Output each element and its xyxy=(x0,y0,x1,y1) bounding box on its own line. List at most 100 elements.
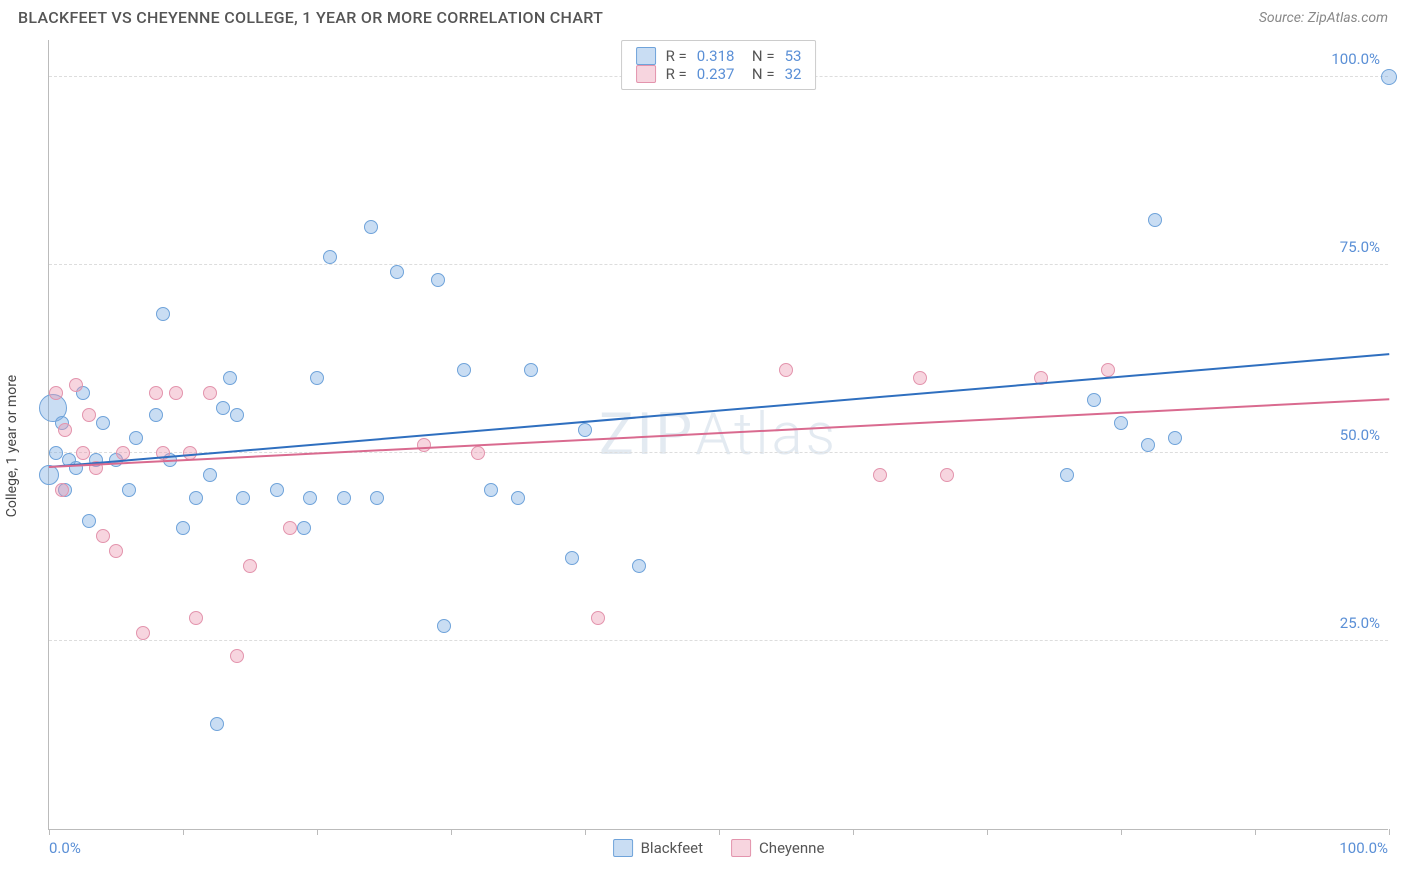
data-point xyxy=(210,717,224,731)
legend-row: R = 0.237 N = 32 xyxy=(636,65,802,83)
chart-title: BLACKFEET VS CHEYENNE COLLEGE, 1 YEAR OR… xyxy=(18,8,603,27)
data-point xyxy=(55,483,69,497)
gridline xyxy=(49,452,1388,453)
x-tick xyxy=(317,829,318,835)
data-point xyxy=(310,371,324,385)
legend-swatch xyxy=(636,65,656,83)
data-point xyxy=(96,529,110,543)
legend-item: Blackfeet xyxy=(613,839,703,857)
legend-swatch xyxy=(731,839,751,857)
data-point xyxy=(437,619,451,633)
gridline xyxy=(49,640,1388,641)
data-point xyxy=(779,363,793,377)
data-point xyxy=(1148,213,1162,227)
x-tick xyxy=(49,829,50,835)
data-point xyxy=(1101,363,1115,377)
data-point xyxy=(1168,431,1182,445)
data-point xyxy=(76,446,90,460)
data-point xyxy=(116,446,130,460)
data-point xyxy=(632,559,646,573)
legend-row: R = 0.318 N = 53 xyxy=(636,47,802,65)
data-point xyxy=(484,483,498,497)
legend-r-label: R = xyxy=(666,47,687,65)
data-point xyxy=(49,386,63,400)
data-point xyxy=(82,408,96,422)
data-point xyxy=(69,378,83,392)
data-point xyxy=(129,431,143,445)
data-point xyxy=(109,544,123,558)
data-point xyxy=(1114,416,1128,430)
data-point xyxy=(82,514,96,528)
y-tick-label: 75.0% xyxy=(1340,238,1380,256)
data-point xyxy=(169,386,183,400)
data-point xyxy=(390,265,404,279)
data-point xyxy=(913,371,927,385)
data-point xyxy=(243,559,257,573)
data-point xyxy=(873,468,887,482)
data-point xyxy=(323,250,337,264)
data-point xyxy=(122,483,136,497)
data-point xyxy=(1381,69,1397,85)
data-point xyxy=(270,483,284,497)
data-point xyxy=(511,491,525,505)
legend-n-value: 53 xyxy=(785,47,802,65)
data-point xyxy=(565,551,579,565)
data-point xyxy=(940,468,954,482)
data-point xyxy=(230,649,244,663)
data-point xyxy=(578,423,592,437)
data-point xyxy=(230,408,244,422)
data-point xyxy=(49,446,63,460)
x-tick xyxy=(585,829,586,835)
data-point xyxy=(39,465,59,485)
data-point xyxy=(297,521,311,535)
x-tick xyxy=(1255,829,1256,835)
data-point xyxy=(591,611,605,625)
y-axis-label: College, 1 year or more xyxy=(4,375,20,517)
data-point xyxy=(58,423,72,437)
data-point xyxy=(457,363,471,377)
series-legend: Blackfeet Cheyenne xyxy=(613,839,825,857)
legend-label: Blackfeet xyxy=(641,839,703,857)
x-tick xyxy=(183,829,184,835)
data-point xyxy=(189,611,203,625)
data-point xyxy=(203,468,217,482)
data-point xyxy=(236,491,250,505)
data-point xyxy=(283,521,297,535)
data-point xyxy=(189,491,203,505)
x-max-label: 100.0% xyxy=(1339,839,1388,857)
data-point xyxy=(203,386,217,400)
y-tick-label: 100.0% xyxy=(1331,50,1380,68)
data-point xyxy=(471,446,485,460)
data-point xyxy=(136,626,150,640)
legend-swatch xyxy=(613,839,633,857)
data-point xyxy=(1141,438,1155,452)
data-point xyxy=(303,491,317,505)
data-point xyxy=(223,371,237,385)
legend-n-label: N = xyxy=(744,47,774,65)
data-point xyxy=(1060,468,1074,482)
scatter-chart: ZIPAtlas 25.0%50.0%75.0%100.0%R = 0.318 … xyxy=(48,40,1388,830)
data-point xyxy=(431,273,445,287)
data-point xyxy=(417,438,431,452)
legend-label: Cheyenne xyxy=(759,839,824,857)
data-point xyxy=(156,307,170,321)
data-point xyxy=(337,491,351,505)
legend-r-value: 0.237 xyxy=(697,65,735,83)
gridline xyxy=(49,264,1388,265)
data-point xyxy=(176,521,190,535)
legend-r-label: R = xyxy=(666,65,687,83)
data-point xyxy=(96,416,110,430)
legend-n-label: N = xyxy=(744,65,774,83)
y-tick-label: 25.0% xyxy=(1340,614,1380,632)
x-tick xyxy=(719,829,720,835)
data-point xyxy=(524,363,538,377)
legend-swatch xyxy=(636,47,656,65)
x-tick xyxy=(1121,829,1122,835)
data-point xyxy=(1087,393,1101,407)
data-point xyxy=(216,401,230,415)
legend-item: Cheyenne xyxy=(731,839,824,857)
source-attribution: Source: ZipAtlas.com xyxy=(1259,10,1388,26)
data-point xyxy=(149,386,163,400)
legend-r-value: 0.318 xyxy=(697,47,735,65)
y-tick-label: 50.0% xyxy=(1340,426,1380,444)
